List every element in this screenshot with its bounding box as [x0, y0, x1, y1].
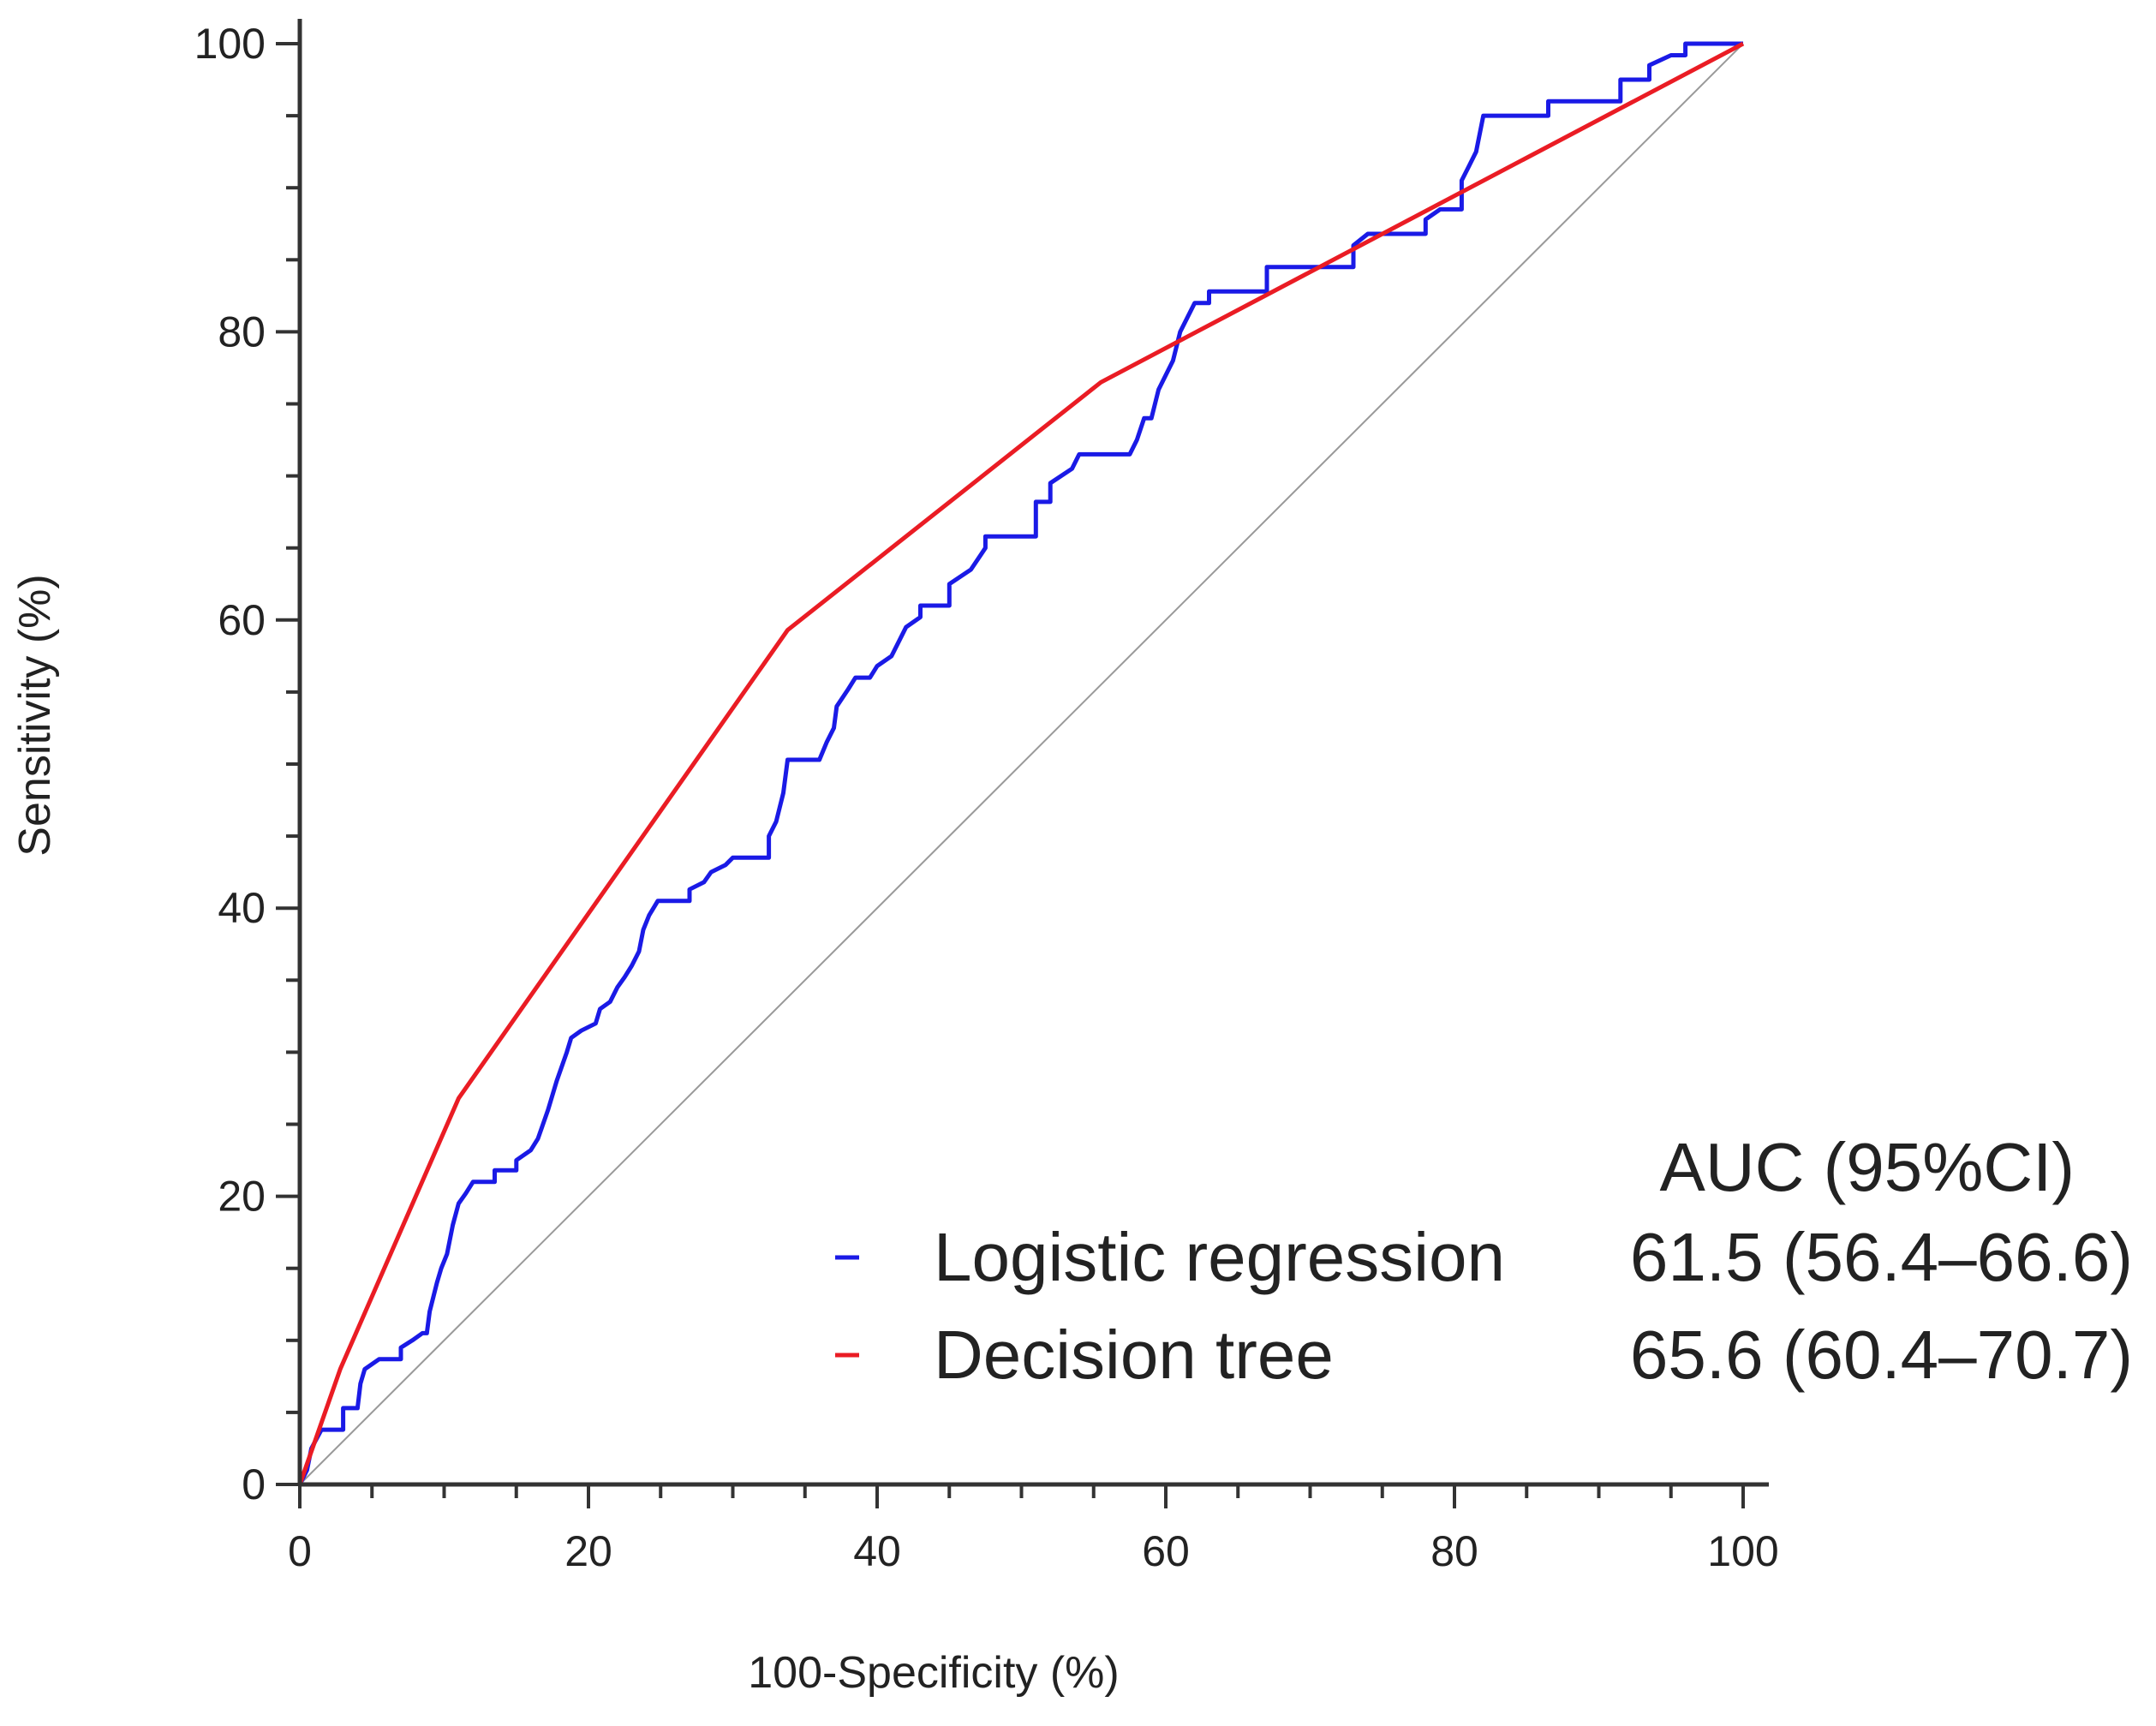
x-tick-label: 100 — [1707, 1527, 1778, 1575]
series-line-logistic-regression — [297, 41, 1743, 1486]
x-tick-label: 80 — [1430, 1527, 1478, 1575]
y-axis-title: Sensitivity (%) — [10, 574, 60, 856]
x-tick-label: 60 — [1142, 1527, 1190, 1575]
axes-layer — [297, 19, 1769, 1487]
legend: AUC (95%CI) Logistic regression 61.5 (56… — [835, 1129, 2133, 1393]
y-tick-label: 60 — [218, 596, 266, 644]
legend-label-logistic-regression: Logistic regression — [934, 1219, 1505, 1295]
y-tick-label: 80 — [218, 308, 266, 355]
legend-auc-logistic-regression: 61.5 (56.4–66.6) — [1630, 1219, 2133, 1295]
ticks-layer: 0 20 40 60 80 100 0 20 40 60 80 100 — [194, 20, 1779, 1575]
legend-auc-decision-tree: 65.6 (60.4–70.7) — [1630, 1317, 2133, 1393]
reference-diagonal-group — [299, 43, 1744, 1485]
reference-diagonal-line — [299, 43, 1744, 1485]
y-tick-label: 20 — [218, 1173, 266, 1221]
y-tick-label: 40 — [218, 884, 266, 932]
x-tick-label: 40 — [853, 1527, 901, 1575]
legend-header: AUC (95%CI) — [1659, 1129, 2075, 1205]
series-line-decision-tree — [297, 41, 1745, 1485]
legend-label-decision-tree: Decision tree — [934, 1317, 1334, 1393]
x-axis-title: 100-Specificity (%) — [748, 1648, 1119, 1698]
y-tick-label: 0 — [242, 1460, 266, 1508]
x-tick-label: 20 — [564, 1527, 612, 1575]
x-tick-label: 0 — [288, 1527, 312, 1575]
series-layer — [297, 41, 1745, 1486]
y-tick-label: 100 — [194, 20, 266, 68]
